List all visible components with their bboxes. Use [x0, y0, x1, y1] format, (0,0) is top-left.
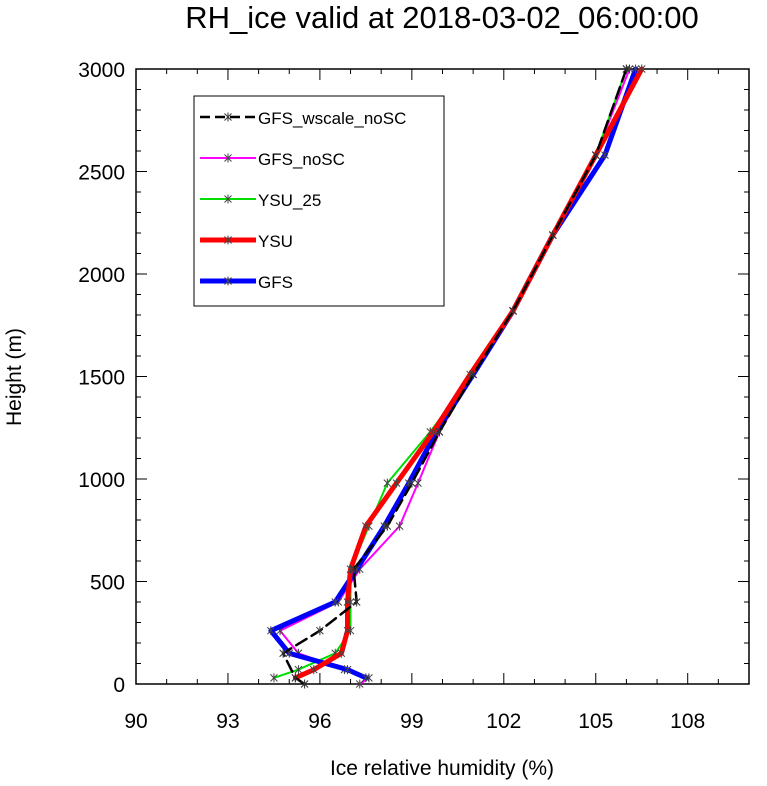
data-point: [279, 648, 287, 658]
x-tick-label: 102: [486, 710, 521, 733]
data-point: [414, 478, 422, 488]
legend-item: YSU: [200, 232, 293, 251]
legend-label: GFS_noSC: [258, 150, 345, 169]
data-point: [343, 665, 352, 675]
legend: GFS_wscale_noSC GFS_noSC YSU_25 YSU GFS: [193, 95, 445, 307]
legend-marker: [224, 153, 232, 163]
data-point: [362, 673, 370, 683]
data-point: [383, 478, 392, 488]
chart-title: RH_ice valid at 2018-03-02_06:00:00: [185, 0, 699, 35]
legend-label: GFS: [258, 273, 293, 292]
data-point: [383, 521, 392, 531]
data-point: [270, 673, 278, 683]
data-point: [343, 597, 352, 607]
y-tick-label: 3000: [78, 59, 125, 82]
y-tick-label: 1000: [78, 469, 125, 492]
data-point: [429, 427, 438, 437]
y-tick-label: 0: [113, 674, 125, 697]
data-point: [601, 150, 609, 160]
legend-marker: [224, 112, 232, 122]
x-tick-label: 99: [400, 710, 423, 733]
legend-marker: [224, 194, 232, 204]
data-point: [337, 648, 346, 658]
y-tick-label: 2000: [78, 264, 125, 287]
data-point: [352, 597, 361, 607]
x-tick-label: 93: [216, 710, 239, 733]
y-tick-label: 2500: [78, 162, 125, 185]
data-point: [392, 478, 401, 488]
legend-label: GFS_wscale_noSC: [258, 109, 406, 128]
data-point: [294, 665, 303, 675]
series-GFS_wscale_noSC: [279, 64, 631, 689]
data-point: [637, 64, 646, 74]
data-point: [548, 230, 557, 240]
data-point: [309, 665, 318, 675]
data-point: [316, 626, 324, 636]
series-line: [292, 66, 645, 681]
legend-item: YSU_25: [200, 191, 321, 210]
x-tick-label: 105: [578, 710, 613, 733]
x-tick-label: 108: [670, 710, 705, 733]
data-point: [395, 521, 404, 531]
x-axis-label: Ice relative humidity (%): [330, 757, 554, 780]
legend-label: YSU: [258, 232, 293, 251]
series-layer: [267, 64, 646, 689]
data-point: [407, 478, 416, 488]
y-axis-label: Height (m): [3, 328, 26, 426]
y-tick-label: 500: [90, 572, 125, 595]
legend-label: YSU_25: [258, 191, 321, 210]
data-point: [331, 597, 340, 607]
data-point: [300, 679, 309, 689]
data-point: [349, 564, 358, 574]
data-point: [622, 64, 631, 74]
data-point: [509, 306, 517, 316]
data-point: [469, 369, 478, 379]
x-tick-label: 90: [124, 710, 147, 733]
data-point: [591, 150, 600, 160]
legend-item: GFS_noSC: [200, 150, 345, 169]
data-point: [343, 626, 352, 636]
data-point: [435, 427, 444, 437]
data-point: [362, 521, 370, 531]
legend-marker: [224, 235, 232, 245]
y-tick-label: 1500: [78, 367, 125, 390]
data-point: [291, 673, 300, 683]
data-point: [267, 626, 275, 636]
legend-item: GFS: [200, 273, 293, 292]
legend-item: GFS_wscale_noSC: [200, 109, 406, 128]
legend-box: [193, 95, 445, 307]
data-point: [355, 679, 364, 689]
x-tick-label: 96: [308, 710, 331, 733]
legend-marker: [224, 276, 232, 286]
series-line: [281, 67, 628, 686]
axis-ticks: 90 93 96 99 102 105 108 0 500 1000 1500 2000 2500 300…: [78, 59, 750, 733]
